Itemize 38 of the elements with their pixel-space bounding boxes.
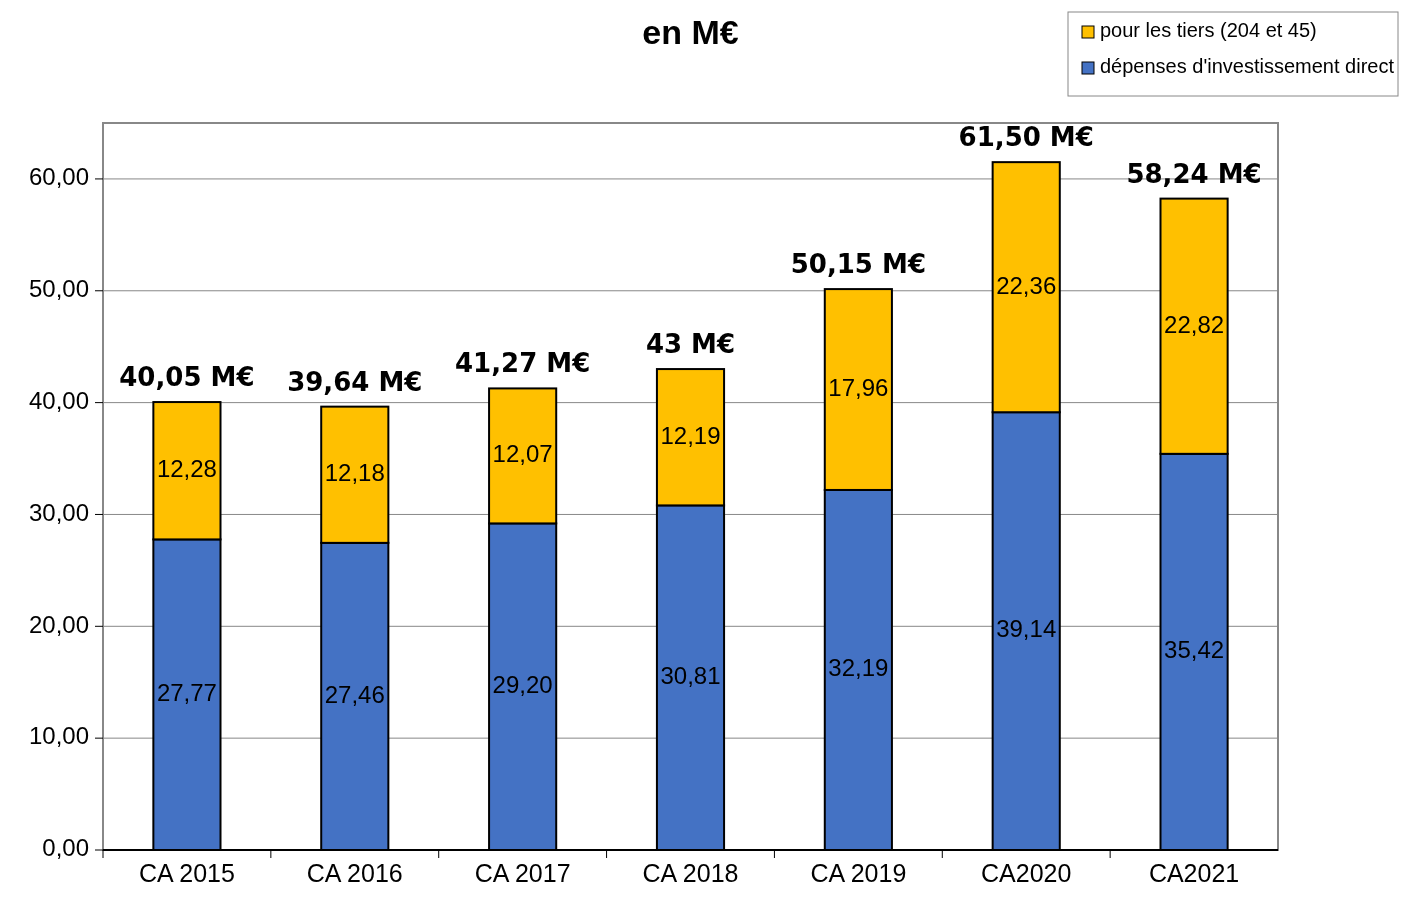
total-label: 58,24 M€ <box>1126 158 1262 189</box>
legend-label: pour les tiers (204 et 45) <box>1100 19 1317 42</box>
data-label: 17,96 <box>828 373 889 401</box>
total-label: 50,15 M€ <box>790 249 926 280</box>
data-label: 12,18 <box>324 459 385 487</box>
y-tick-label: 60,00 <box>28 163 89 191</box>
total-label: 39,64 M€ <box>287 366 423 397</box>
x-tick-label: CA 2017 <box>474 859 571 887</box>
x-tick-label: CA 2018 <box>642 859 739 887</box>
data-label: 30,81 <box>660 662 721 690</box>
data-label: 29,20 <box>492 671 553 699</box>
y-tick-label: 40,00 <box>28 386 89 414</box>
y-tick-label: 20,00 <box>28 610 89 638</box>
data-label: 27,77 <box>156 679 217 707</box>
data-label: 22,82 <box>1164 310 1225 338</box>
chart-title: en M€ <box>642 13 739 51</box>
data-label: 32,19 <box>828 654 889 682</box>
data-label: 27,46 <box>324 680 385 708</box>
data-label: 12,19 <box>660 421 721 449</box>
total-label: 43 M€ <box>645 329 736 360</box>
y-tick-label: 30,00 <box>28 498 89 526</box>
data-label: 12,28 <box>156 455 217 483</box>
total-label: 61,50 M€ <box>958 122 1094 153</box>
legend-label: dépenses d'investissement direct <box>1100 55 1395 78</box>
data-label: 12,07 <box>492 440 553 468</box>
data-label: 39,14 <box>996 615 1057 643</box>
x-tick-label: CA2021 <box>1148 859 1240 887</box>
y-tick-label: 0,00 <box>42 834 89 862</box>
x-tick-label: CA 2019 <box>810 859 907 887</box>
y-tick-label: 50,00 <box>28 275 89 303</box>
total-label: 41,27 M€ <box>455 348 591 379</box>
y-tick-label: 10,00 <box>28 722 89 750</box>
total-label: 40,05 M€ <box>119 362 255 393</box>
x-tick-label: CA 2015 <box>138 859 235 887</box>
data-label: 35,42 <box>1164 636 1225 664</box>
x-tick-label: CA2020 <box>981 859 1072 887</box>
x-tick-label: CA 2016 <box>306 859 403 887</box>
data-label: 22,36 <box>996 271 1057 299</box>
